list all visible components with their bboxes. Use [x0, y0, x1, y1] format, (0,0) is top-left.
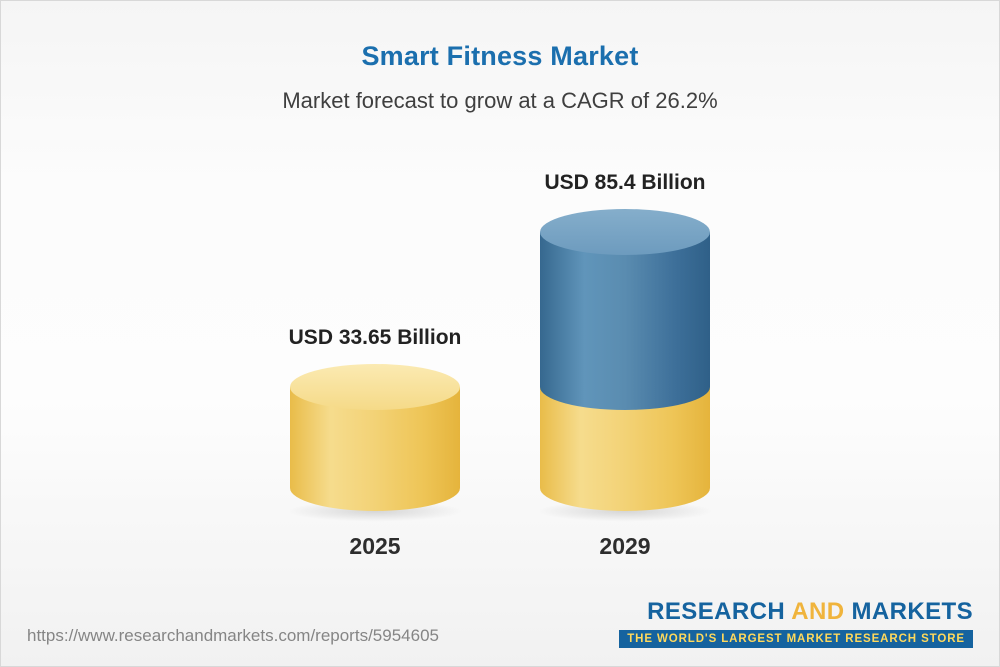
- logo-word-research: RESEARCH: [647, 598, 786, 625]
- report-url: https://www.researchandmarkets.com/repor…: [27, 626, 439, 645]
- cylinder-2029: [516, 209, 734, 524]
- header: Smart Fitness Market Market forecast to …: [1, 41, 999, 114]
- logo-wordmark: RESEARCH AND MARKETS: [647, 598, 973, 626]
- axis-label-2025: 2025: [349, 533, 401, 559]
- chart-subtitle: Market forecast to grow at a CAGR of 26.…: [282, 88, 718, 113]
- axis-label-2029: 2029: [599, 533, 651, 559]
- value-label-2025: USD 33.65 Billion: [288, 326, 462, 349]
- chart-title: Smart Fitness Market: [361, 41, 639, 71]
- logo-word-markets: MARKETS: [851, 598, 973, 625]
- cylinder-2029-growth-segment: [540, 232, 710, 410]
- bar-2029: USD 85.4 Billion: [516, 171, 734, 524]
- cylinder-2025: [266, 364, 484, 524]
- cylinder-2025-top-face: [290, 364, 460, 410]
- researchandmarkets-logo: RESEARCH AND MARKETS THE WORLD'S LARGEST…: [619, 598, 973, 648]
- cylinder-2029-top-face: [540, 209, 710, 255]
- bar-2025: USD 33.65 Billion: [266, 326, 484, 524]
- value-label-2029: USD 85.4 Billion: [544, 171, 706, 194]
- logo-tagline: THE WORLD'S LARGEST MARKET RESEARCH STOR…: [619, 630, 973, 648]
- logo-word-and: AND: [791, 598, 845, 625]
